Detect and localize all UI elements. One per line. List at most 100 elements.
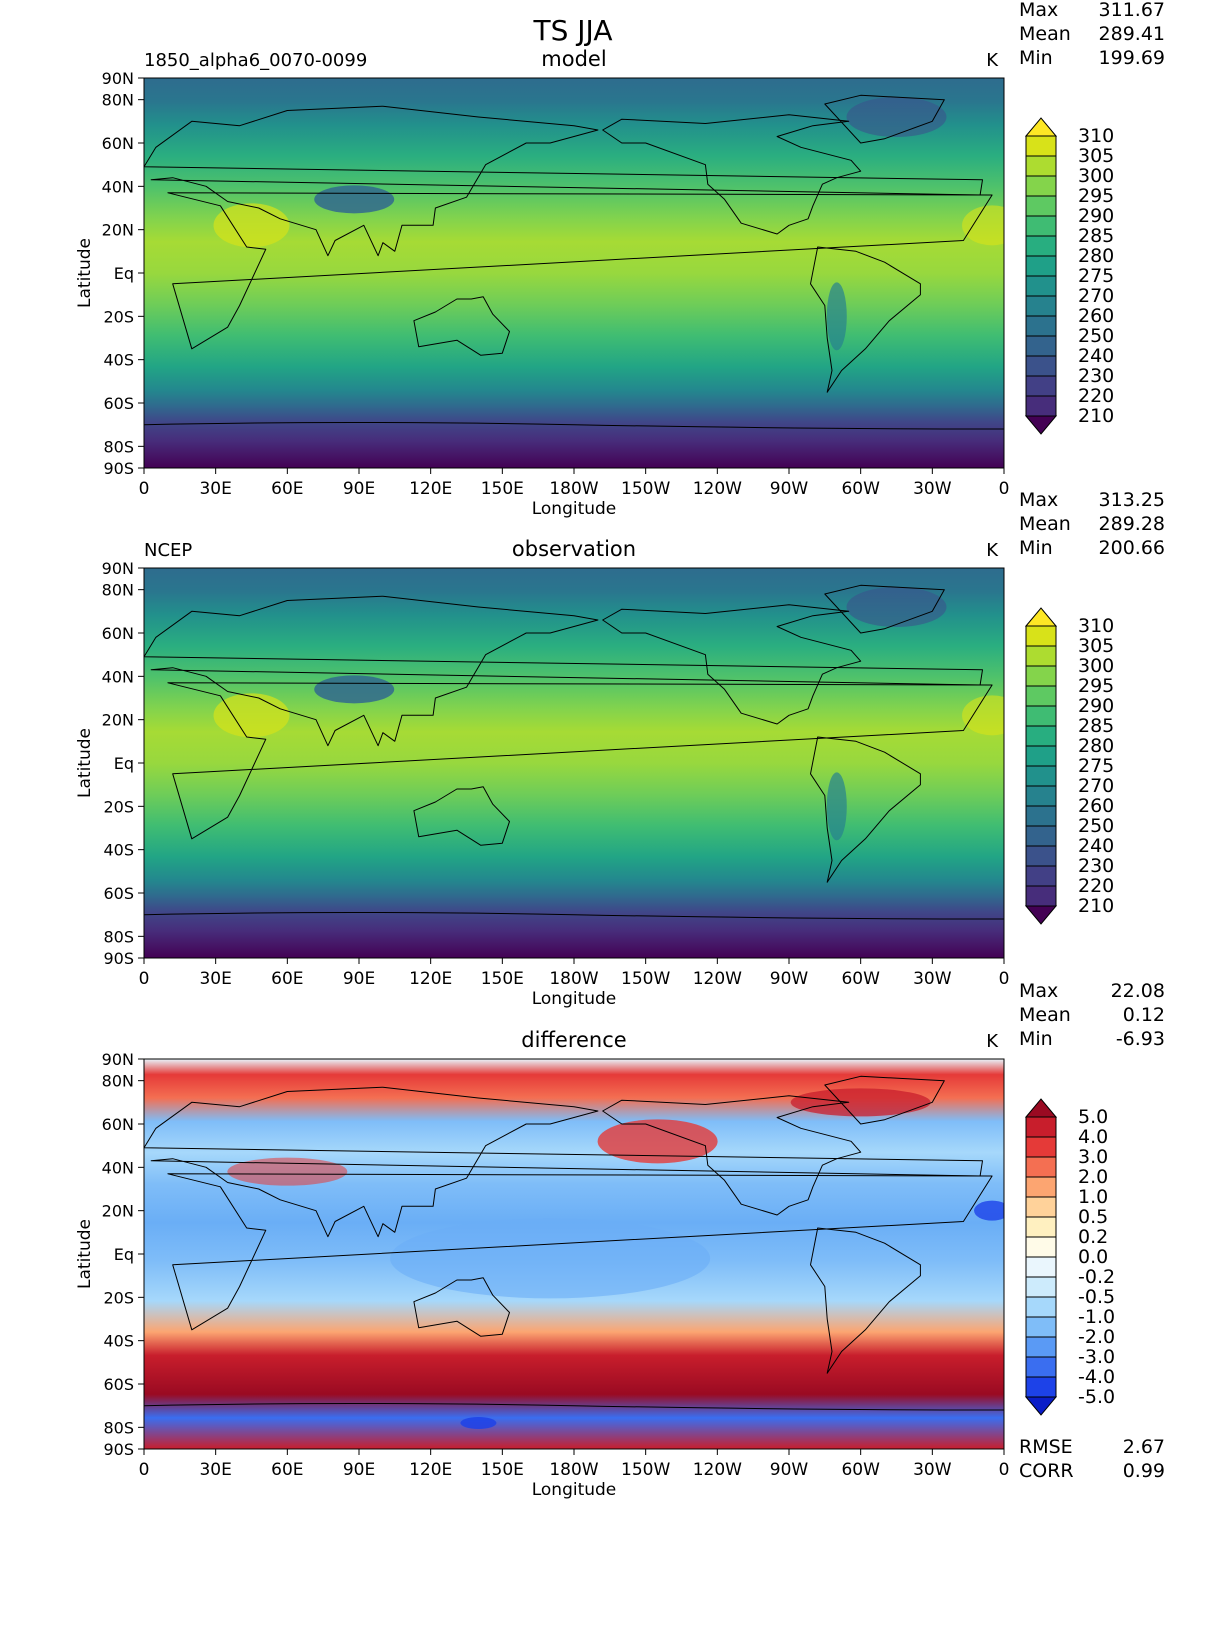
colorbar-box <box>1025 315 1057 337</box>
stat-value-max: 22.08 <box>1111 980 1165 1002</box>
panel-observation: NCEP observation K Max 313.25 Mean 289.28 Min 20… <box>75 489 1165 1009</box>
colorbar-label: 310 <box>1078 615 1114 637</box>
lat-tick-label: 60N <box>102 1115 134 1134</box>
lon-tick-label: 120E <box>409 479 452 499</box>
stat-label-mean: Mean <box>1019 23 1071 45</box>
lon-tick-label: 30W <box>913 969 952 989</box>
colorbar: 3103053002952902852802752702602502402302… <box>1024 117 1114 435</box>
colorbar-label: 1.0 <box>1078 1186 1108 1208</box>
colorbar-label: 210 <box>1078 405 1114 427</box>
stat-label-mean: Mean <box>1019 513 1071 535</box>
colorbar-box <box>1025 1176 1057 1198</box>
tibet-cold-patch <box>314 185 395 214</box>
antarctic-coastline <box>144 1403 1004 1411</box>
stat-label-min: Min <box>1019 47 1053 69</box>
coastline <box>824 584 945 634</box>
colorbar-label: 285 <box>1078 225 1114 247</box>
lat-tick-label: 80S <box>103 1418 134 1437</box>
coastline <box>167 1173 993 1331</box>
colorbar-label: -5.0 <box>1078 1386 1115 1408</box>
colorbar-box <box>1025 395 1057 417</box>
footer-stat-value-corr: 0.99 <box>1123 1460 1165 1482</box>
stat-value-mean: 0.12 <box>1123 1004 1165 1026</box>
colorbar-label: -3.0 <box>1078 1346 1115 1368</box>
colorbar-box <box>1025 1316 1057 1338</box>
footer-stat-value-rmse: 2.67 <box>1123 1436 1165 1458</box>
lat-tick-label: 40N <box>102 1158 134 1177</box>
lat-tick-label: 90S <box>103 1440 134 1459</box>
antarctic-coastline <box>144 422 1004 430</box>
andes-cold-patch <box>826 772 847 841</box>
coastline <box>144 1086 983 1238</box>
colorbar-box <box>1025 335 1057 357</box>
colorbar-box <box>1025 845 1057 867</box>
north-pacific-warm-anomaly <box>597 1119 718 1164</box>
colorbar-label: -1.0 <box>1078 1306 1115 1328</box>
colorbar-label: 0.0 <box>1078 1246 1108 1268</box>
lat-tick-label: 80N <box>102 581 134 600</box>
lon-tick-label: 60E <box>271 479 303 499</box>
stat-label-mean: Mean <box>1019 1004 1071 1026</box>
tibet-cold-patch <box>314 675 395 704</box>
coastline <box>144 105 983 257</box>
lat-tick-label: 60S <box>103 1375 134 1394</box>
y-axis-label: Latitude <box>75 728 95 798</box>
lon-tick-label: 90E <box>343 479 375 499</box>
colorbar-box <box>1025 235 1057 257</box>
colorbar-box <box>1025 1336 1057 1358</box>
lat-tick-label: 20N <box>102 711 134 730</box>
lat-tick-label: 80S <box>103 927 134 946</box>
colorbar-label: 305 <box>1078 145 1114 167</box>
field-anomalies <box>144 1075 1004 1429</box>
panel-left-label: 1850_alpha6_0070-0099 <box>144 50 367 71</box>
lat-tick-label: Eq <box>114 754 134 773</box>
lon-tick-label: 30E <box>199 969 231 989</box>
colorbar-label: -0.5 <box>1078 1286 1115 1308</box>
lat-tick-label: 40S <box>103 841 134 860</box>
lon-tick-label: 180W <box>549 969 598 989</box>
lat-tick-label: 80S <box>103 437 134 456</box>
footer-stat-label-corr: CORR <box>1019 1460 1074 1482</box>
colorbar-label: 290 <box>1078 695 1114 717</box>
colorbar-label: 310 <box>1078 125 1114 147</box>
coastline <box>413 296 510 356</box>
lat-tick-label: 80N <box>102 1072 134 1091</box>
lon-tick-label: 30E <box>199 479 231 499</box>
andes-cold-patch <box>826 282 847 351</box>
stat-value-max: 311.67 <box>1099 0 1165 21</box>
colorbar-box <box>1025 865 1057 887</box>
colorbar-box <box>1025 765 1057 787</box>
lat-tick-label: 20S <box>103 1288 134 1307</box>
lon-tick-label: 150E <box>481 1460 524 1480</box>
colorbar-label: -0.2 <box>1078 1266 1115 1288</box>
colorbar-box <box>1025 825 1057 847</box>
coastline <box>810 736 921 883</box>
colorbar-box <box>1025 135 1057 157</box>
colorbar-label: -4.0 <box>1078 1366 1115 1388</box>
coastline <box>167 682 993 840</box>
panel-title: model <box>541 47 606 71</box>
footer-stat-label-rmse: RMSE <box>1019 1436 1073 1458</box>
colorbar-label: 0.2 <box>1078 1226 1108 1248</box>
lon-tick-label: 60W <box>841 969 880 989</box>
sahara-warm-patch <box>962 205 1004 246</box>
x-axis-label: Longitude <box>532 989 617 1009</box>
lat-tick-label: 40N <box>102 667 134 686</box>
colorbar-label: 210 <box>1078 895 1114 917</box>
coastline <box>824 94 945 144</box>
warm-patch <box>213 203 290 248</box>
y-axis-label: Latitude <box>75 1219 95 1289</box>
lat-tick-label: 80N <box>102 91 134 110</box>
field-anomalies <box>144 94 1004 430</box>
colorbar-bottom-arrow <box>1024 415 1058 435</box>
lon-tick-label: 0 <box>139 969 150 989</box>
lon-tick-label: 60E <box>271 1460 303 1480</box>
map-field: 90N 80N 60N 40N 20N Eq 20S 40S 60S 80S 90S 0 30E 60E 9… <box>75 69 1009 519</box>
stat-label-max: Max <box>1019 980 1058 1002</box>
colorbar-box <box>1025 725 1057 747</box>
coastline <box>602 1095 862 1216</box>
coastline <box>602 114 862 235</box>
colorbar-box <box>1025 355 1057 377</box>
lon-tick-label: 150E <box>481 969 524 989</box>
